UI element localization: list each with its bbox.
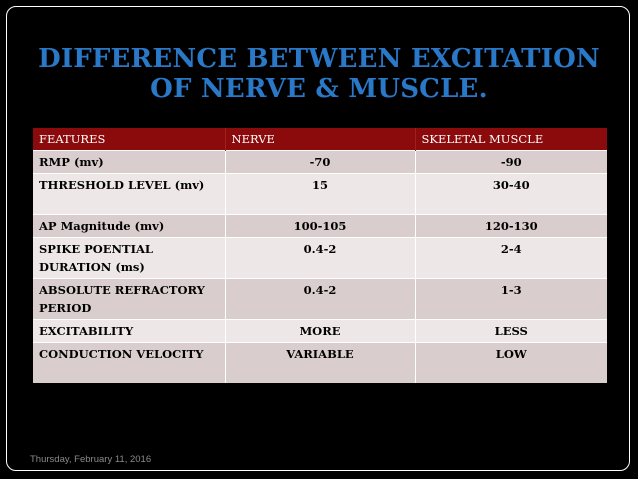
nerve-cell: -70	[225, 150, 416, 174]
muscle-cell: LOW	[415, 342, 607, 383]
table-row: AP Magnitude (mv) 100-105 120-130	[33, 214, 607, 238]
muscle-cell: LESS	[415, 319, 607, 343]
nerve-cell: 100-105	[225, 214, 416, 238]
nerve-cell: VARIABLE	[225, 342, 416, 383]
table-row: CONDUCTION VELOCITY VARIABLE LOW	[33, 342, 607, 383]
header-skeletal-muscle: SKELETAL MUSCLE	[415, 128, 607, 151]
feature-cell: CONDUCTION VELOCITY	[33, 342, 226, 383]
comparison-table: FEATURES NERVE SKELETAL MUSCLE RMP (mv) …	[33, 128, 607, 383]
feature-cell: AP Magnitude (mv)	[33, 214, 226, 238]
muscle-cell: 30-40	[415, 173, 607, 215]
slide-date: Thursday, February 11, 2016	[30, 454, 152, 465]
feature-cell: EXCITABILITY	[33, 319, 226, 343]
slide-border	[6, 6, 630, 471]
table-row: RMP (mv) -70 -90	[33, 150, 607, 174]
slide-title: DIFFERENCE BETWEEN EXCITATION OF NERVE &…	[30, 44, 608, 104]
table-header-row: FEATURES NERVE SKELETAL MUSCLE	[33, 128, 607, 151]
table-row: ABSOLUTE REFRACTORY PERIOD 0.4-2 1-3	[33, 278, 607, 320]
nerve-cell: MORE	[225, 319, 416, 343]
muscle-cell: 2-4	[415, 237, 607, 279]
muscle-cell: -90	[415, 150, 607, 174]
title-line-2: OF NERVE & MUSCLE.	[150, 74, 488, 104]
title-line-1: DIFFERENCE BETWEEN EXCITATION	[38, 44, 600, 74]
muscle-cell: 120-130	[415, 214, 607, 238]
nerve-cell: 15	[225, 173, 416, 215]
table-row: THRESHOLD LEVEL (mv) 15 30-40	[33, 173, 607, 215]
nerve-cell: 0.4-2	[225, 278, 416, 320]
feature-cell: THRESHOLD LEVEL (mv)	[33, 173, 226, 215]
table-row: SPIKE POENTIAL DURATION (ms) 0.4-2 2-4	[33, 237, 607, 279]
nerve-cell: 0.4-2	[225, 237, 416, 279]
feature-cell: SPIKE POENTIAL DURATION (ms)	[33, 237, 226, 279]
header-nerve: NERVE	[225, 128, 416, 151]
feature-cell: ABSOLUTE REFRACTORY PERIOD	[33, 278, 226, 320]
muscle-cell: 1-3	[415, 278, 607, 320]
table-row: EXCITABILITY MORE LESS	[33, 319, 607, 343]
header-features: FEATURES	[33, 128, 226, 151]
feature-cell: RMP (mv)	[33, 150, 226, 174]
